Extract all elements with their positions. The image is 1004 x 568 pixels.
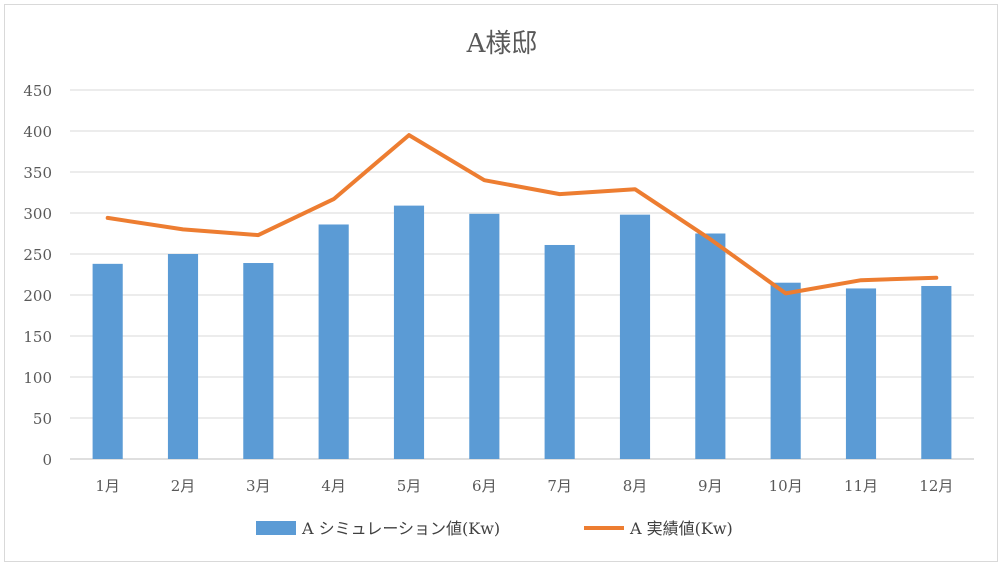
bar [469,213,500,459]
x-tick-label: 3月 [246,477,271,495]
y-tick-label: 0 [42,451,52,469]
y-tick-label: 450 [23,82,52,100]
bar [167,254,199,459]
bar [845,288,877,459]
x-tick-label: 10月 [769,477,803,495]
x-tick-label: 1月 [95,477,120,495]
line-point [708,237,712,241]
bar [318,224,349,459]
bar [92,263,123,459]
legend-label-actual: A 実績値(Kw) [629,519,733,538]
legend-label-simulation: A シミュレーション値(Kw) [301,519,500,538]
grid-lines [70,89,974,460]
x-tick-label: 6月 [472,477,497,495]
chart-title: A様邸 [466,29,538,59]
x-axis-ticks: 1月 2月 3月 4月 5月 6月 7月 8月 9月 10月 11月 12月 [95,477,953,495]
y-tick-label: 400 [23,123,52,141]
y-tick-label: 100 [23,369,52,387]
bar [695,233,726,459]
x-tick-label: 8月 [623,477,648,495]
x-tick-label: 7月 [547,477,572,495]
x-tick-label: 11月 [844,477,878,495]
x-tick-label: 4月 [321,477,346,495]
line-point [482,178,486,182]
line-point [633,187,637,191]
line-point [256,233,260,237]
bar [544,244,575,459]
line-point [181,227,185,231]
line-series [105,133,939,296]
bar [619,214,651,459]
x-tick-label: 5月 [397,477,422,495]
line-point [332,197,336,201]
bar [921,285,952,459]
bar [770,282,801,459]
y-tick-label: 300 [23,205,52,223]
y-tick-label: 250 [23,246,52,264]
x-tick-label: 2月 [171,477,196,495]
y-tick-label: 50 [33,410,52,428]
line-point [106,216,110,220]
bar-series [92,205,952,459]
line-point [558,192,562,196]
legend: A シミュレーション値(Kw) A 実績値(Kw) [256,519,733,538]
legend-swatch-simulation [256,521,296,535]
line-point [407,133,411,137]
line-series-path [105,133,939,296]
x-tick-label: 12月 [919,477,953,495]
line-point [934,276,938,280]
bar [243,263,274,459]
bar [393,205,425,459]
y-tick-label: 150 [23,328,52,346]
y-tick-label: 350 [23,164,52,182]
y-axis-ticks: 0 50 100 150 200 250 300 350 400 450 [23,82,52,469]
x-tick-label: 9月 [698,477,723,495]
line-point [859,278,863,282]
y-tick-label: 200 [23,287,52,305]
line-point [784,291,788,295]
